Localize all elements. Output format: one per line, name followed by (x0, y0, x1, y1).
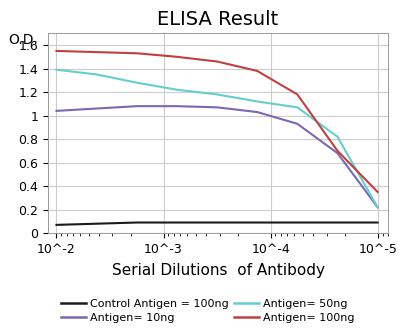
Legend: Control Antigen = 100ng, Antigen= 10ng, Antigen= 50ng, Antigen= 100ng: Control Antigen = 100ng, Antigen= 10ng, … (57, 294, 359, 327)
Title: ELISA Result: ELISA Result (157, 10, 279, 29)
X-axis label: Serial Dilutions  of Antibody: Serial Dilutions of Antibody (112, 263, 324, 278)
Text: O.D.: O.D. (8, 33, 38, 47)
